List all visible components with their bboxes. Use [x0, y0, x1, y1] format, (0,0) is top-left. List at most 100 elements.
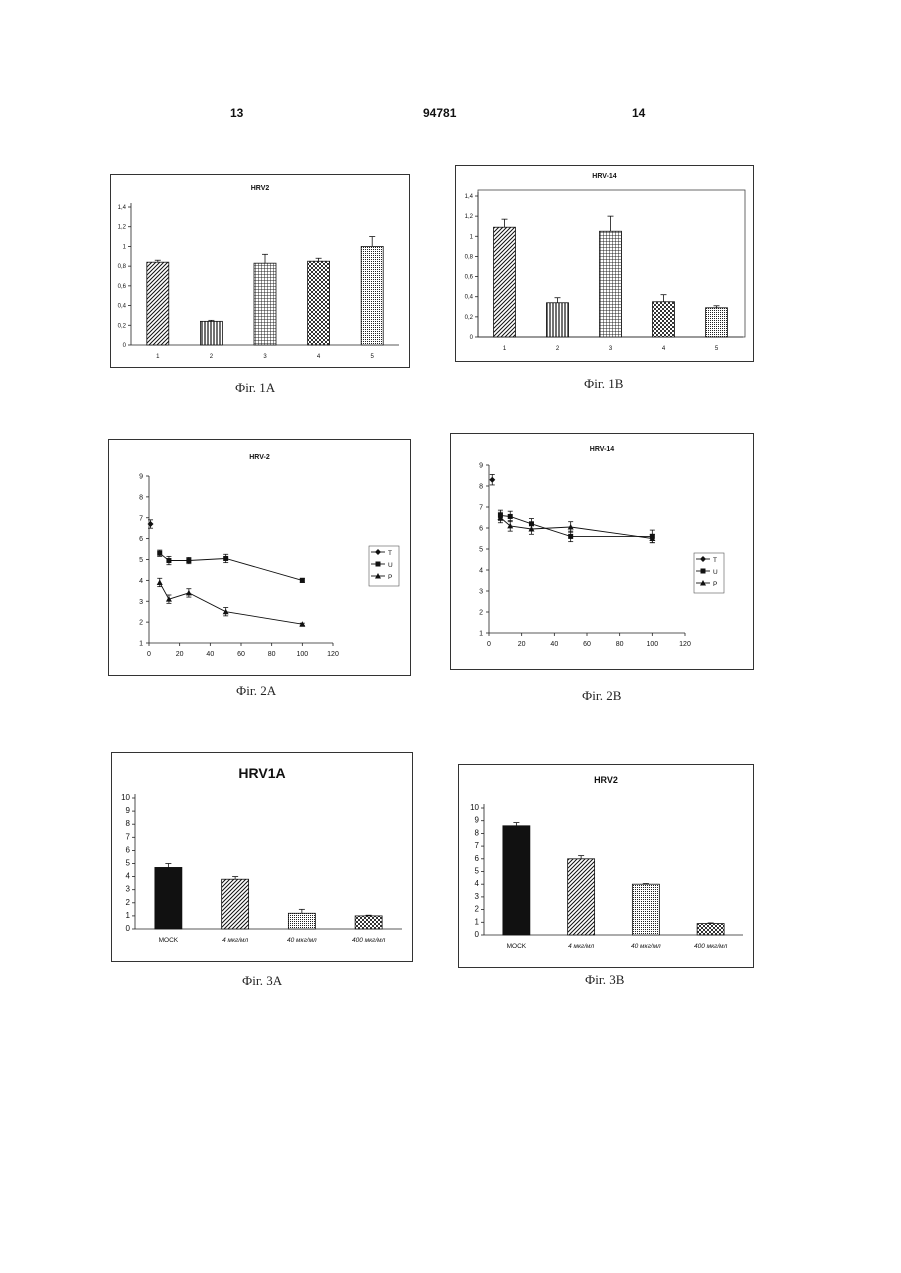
- y-tick-label: 8: [139, 494, 143, 501]
- x-tick-label: 120: [327, 651, 339, 658]
- x-category-label: 5: [715, 346, 719, 352]
- x-tick-label: 0: [487, 641, 491, 648]
- y-tick-label: 1: [126, 911, 131, 920]
- figure-3b-caption: Фіг. 3B: [585, 972, 624, 988]
- y-tick-label: 8: [479, 484, 483, 491]
- y-tick-label: 6: [139, 536, 143, 543]
- y-tick-label: 8: [475, 828, 480, 837]
- y-tick-label: 7: [139, 515, 143, 522]
- bar: [200, 321, 222, 345]
- x-tick-label: 80: [616, 641, 624, 648]
- bar: [155, 867, 182, 929]
- y-tick-label: 0: [470, 335, 474, 341]
- x-tick-label: 60: [583, 641, 591, 648]
- legend-label-u: U: [388, 562, 393, 569]
- data-point: [186, 558, 191, 563]
- chart-title: HRV2: [594, 775, 618, 785]
- bar: [632, 884, 659, 935]
- bar: [503, 826, 530, 935]
- x-tick-label: 80: [268, 651, 276, 658]
- x-category-label: 4: [317, 354, 321, 360]
- data-point: [376, 562, 381, 567]
- y-tick-label: 3: [126, 885, 131, 894]
- chart-svg: HRV-14123456789020406080100120TUP: [451, 434, 753, 669]
- page-number-left: 13: [230, 106, 243, 120]
- x-category-label: 5: [371, 354, 375, 360]
- y-tick-label: 2: [475, 905, 480, 914]
- chart-title: HRV1A: [238, 765, 285, 781]
- legend-label-p: P: [388, 574, 392, 581]
- y-tick-label: 1,2: [118, 225, 127, 231]
- y-tick-label: 1: [475, 917, 480, 926]
- x-tick-label: 40: [550, 641, 558, 648]
- y-tick-label: 0: [123, 343, 127, 349]
- y-tick-label: 1: [139, 641, 143, 648]
- chart-svg: HRV200,20,40,60,811,21,412345: [111, 175, 409, 367]
- x-category-label: 400 мкг/мл: [694, 943, 728, 950]
- y-tick-label: 7: [126, 832, 131, 841]
- y-tick-label: 9: [475, 816, 480, 825]
- bar: [288, 913, 315, 929]
- y-tick-label: 5: [139, 557, 143, 564]
- series-line-p: [160, 583, 303, 625]
- legend-label-t: T: [713, 557, 717, 564]
- x-category-label: 40 мкг/мл: [631, 943, 661, 950]
- figure-2a-caption: Фіг. 2A: [236, 683, 276, 699]
- bar: [222, 879, 249, 929]
- bar: [697, 924, 724, 935]
- figure-2b-chart: HRV-14123456789020406080100120TUP: [450, 433, 754, 670]
- bar: [355, 916, 382, 929]
- figure-1b-caption: Фіг. 1B: [584, 376, 623, 392]
- y-tick-label: 0: [126, 924, 131, 933]
- chart-title: HRV-2: [249, 454, 270, 461]
- bar: [600, 231, 622, 337]
- x-category-label: 40 мкг/мл: [287, 937, 317, 944]
- data-point: [508, 514, 513, 519]
- figure-2a-chart: HRV-2123456789020406080100120TUP: [108, 439, 411, 676]
- bar: [308, 261, 330, 345]
- bar: [547, 303, 569, 337]
- y-tick-label: 0,4: [465, 295, 474, 301]
- bar: [147, 262, 169, 345]
- y-tick-label: 8: [126, 819, 131, 828]
- y-tick-label: 0,8: [118, 264, 127, 270]
- chart-title: HRV-14: [592, 173, 616, 180]
- chart-title: HRV2: [251, 185, 270, 192]
- y-tick-label: 4: [475, 879, 480, 888]
- y-tick-label: 9: [126, 806, 131, 815]
- bar: [361, 246, 383, 345]
- y-tick-label: 0,6: [118, 284, 127, 290]
- chart-title: HRV-14: [590, 446, 614, 453]
- patent-number: 94781: [423, 106, 456, 120]
- y-tick-label: 1,4: [465, 194, 474, 200]
- y-tick-label: 0,4: [118, 304, 127, 310]
- page-number-right: 14: [632, 106, 645, 120]
- x-tick-label: 100: [646, 641, 658, 648]
- x-category-label: 2: [210, 354, 214, 360]
- y-tick-label: 6: [475, 854, 480, 863]
- y-tick-label: 0: [475, 930, 480, 939]
- x-tick-label: 20: [176, 651, 184, 658]
- y-tick-label: 1: [479, 631, 483, 638]
- y-tick-label: 0,2: [465, 315, 474, 321]
- data-point: [223, 609, 229, 615]
- figure-3a-caption: Фіг. 3A: [242, 973, 282, 989]
- x-tick-label: 40: [206, 651, 214, 658]
- bar: [254, 263, 276, 345]
- y-tick-label: 6: [479, 526, 483, 533]
- y-tick-label: 0,8: [465, 254, 474, 260]
- x-category-label: 2: [556, 346, 560, 352]
- figure-1a-chart: HRV200,20,40,60,811,21,412345: [110, 174, 410, 368]
- data-point: [186, 590, 192, 596]
- x-tick-label: 20: [518, 641, 526, 648]
- chart-svg: HRV-2123456789020406080100120TUP: [109, 440, 410, 675]
- y-tick-label: 5: [126, 859, 131, 868]
- y-tick-label: 9: [139, 474, 143, 481]
- data-point: [223, 556, 228, 561]
- legend-label-p: P: [713, 581, 717, 588]
- data-point: [489, 477, 495, 483]
- y-tick-label: 2: [126, 898, 131, 907]
- data-point: [568, 534, 573, 539]
- x-category-label: 1: [156, 354, 160, 360]
- x-tick-label: 60: [237, 651, 245, 658]
